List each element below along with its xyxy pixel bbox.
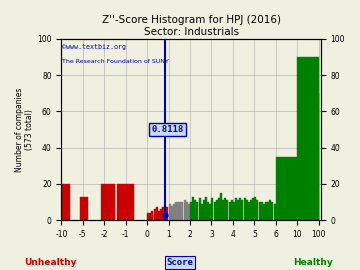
Text: Score: Score xyxy=(167,258,193,267)
Bar xyxy=(250,200,252,220)
Bar xyxy=(166,207,168,220)
Bar xyxy=(179,202,181,220)
Bar xyxy=(173,204,175,220)
Bar xyxy=(209,204,211,220)
Bar xyxy=(201,204,203,220)
Bar xyxy=(248,202,250,220)
Bar xyxy=(117,184,134,220)
Bar xyxy=(218,198,220,220)
Bar xyxy=(147,213,149,220)
Bar xyxy=(274,204,275,220)
Bar xyxy=(242,200,243,220)
Bar xyxy=(188,204,190,220)
Bar xyxy=(222,200,224,220)
Bar xyxy=(233,202,235,220)
Bar xyxy=(156,207,158,220)
Bar xyxy=(199,198,201,220)
Bar xyxy=(62,184,70,220)
Bar xyxy=(213,202,216,220)
Bar xyxy=(224,198,226,220)
Bar xyxy=(229,202,230,220)
Bar xyxy=(216,200,218,220)
Bar xyxy=(168,204,171,220)
Bar xyxy=(192,197,194,220)
Bar xyxy=(297,57,319,220)
Bar xyxy=(160,209,162,220)
Bar xyxy=(177,202,179,220)
Bar xyxy=(194,200,196,220)
Text: 0.8118: 0.8118 xyxy=(152,125,184,134)
Text: Healthy: Healthy xyxy=(293,258,333,267)
Bar xyxy=(158,211,160,220)
Text: ©www.textbiz.org: ©www.textbiz.org xyxy=(63,44,126,50)
Bar xyxy=(231,200,233,220)
Bar xyxy=(235,198,237,220)
Bar xyxy=(252,198,254,220)
Bar xyxy=(237,200,239,220)
Title: Z''-Score Histogram for HPJ (2016)
Sector: Industrials: Z''-Score Histogram for HPJ (2016) Secto… xyxy=(102,15,280,37)
Bar xyxy=(190,202,192,220)
Bar xyxy=(271,202,273,220)
Bar xyxy=(164,205,166,220)
Bar xyxy=(261,202,263,220)
Bar xyxy=(162,207,164,220)
Bar xyxy=(256,200,258,220)
Bar xyxy=(80,197,88,220)
Text: The Research Foundation of SUNY: The Research Foundation of SUNY xyxy=(63,59,169,64)
Bar xyxy=(263,204,265,220)
Bar xyxy=(254,197,256,220)
Bar xyxy=(226,200,228,220)
Bar xyxy=(207,202,209,220)
Bar xyxy=(246,200,248,220)
Bar xyxy=(276,157,297,220)
Bar xyxy=(205,197,207,220)
Bar xyxy=(181,202,183,220)
Bar xyxy=(154,209,156,220)
Bar xyxy=(265,202,267,220)
Bar xyxy=(203,200,205,220)
Text: Unhealthy: Unhealthy xyxy=(24,258,77,267)
Bar xyxy=(239,198,241,220)
Bar xyxy=(175,202,177,220)
Bar xyxy=(101,184,115,220)
Bar xyxy=(220,193,222,220)
Bar xyxy=(152,211,153,220)
Bar xyxy=(267,202,269,220)
Bar xyxy=(244,198,246,220)
Bar xyxy=(186,202,188,220)
Y-axis label: Number of companies
(573 total): Number of companies (573 total) xyxy=(15,87,35,172)
Bar xyxy=(269,200,271,220)
Bar xyxy=(184,200,185,220)
Bar xyxy=(197,202,198,220)
Bar xyxy=(211,198,213,220)
Bar xyxy=(258,202,261,220)
Bar xyxy=(171,205,173,220)
Bar xyxy=(149,213,151,220)
